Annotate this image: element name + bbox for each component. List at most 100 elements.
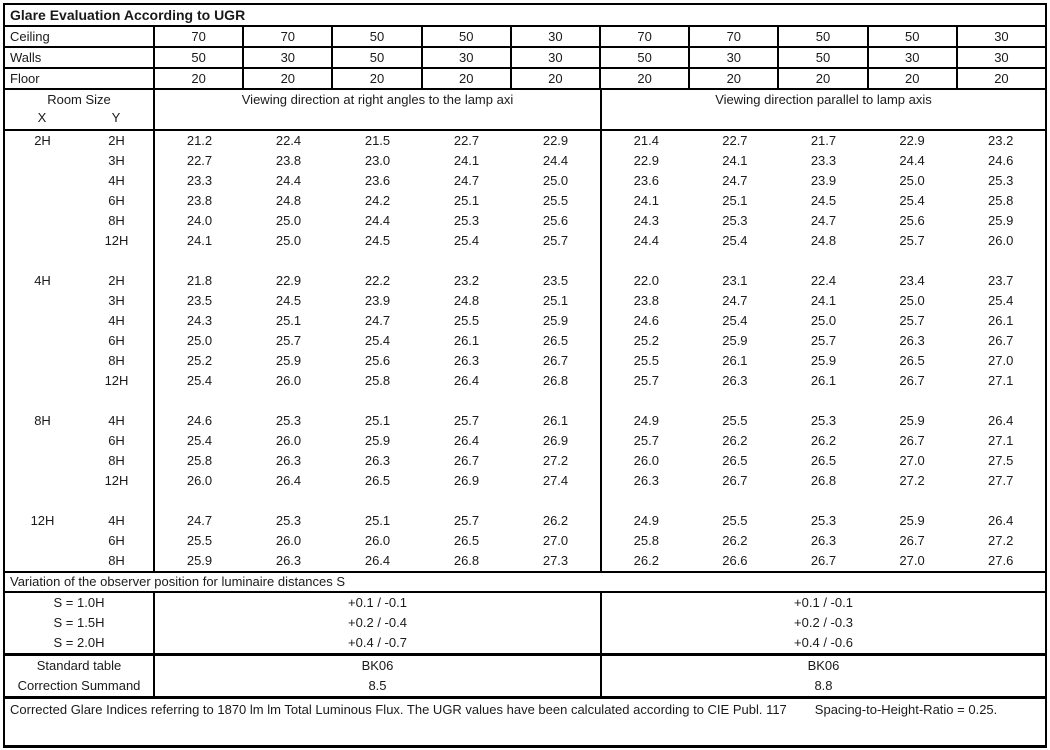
table-title-text: Glare Evaluation According to UGR: [10, 7, 246, 23]
spacer-left: [155, 251, 600, 271]
ugr-value: 23.5: [186, 293, 213, 308]
ugr-values-crosswise: 22.7 23.8 23.0 24.1 24.4: [155, 151, 600, 171]
ugr-value: 25.1: [722, 193, 748, 208]
ugr-value: 25.6: [542, 213, 569, 228]
ugr-value: 25.7: [453, 513, 480, 528]
surface-label: Floor: [5, 69, 155, 88]
ugr-value: 25.0: [542, 173, 569, 188]
surface-value: 50: [601, 48, 691, 67]
ugr-values-crosswise: 26.0 26.4 26.5 26.9 27.4: [155, 471, 600, 491]
variation-row-label: S = 1.5H: [5, 613, 155, 633]
ugr-values-parallel: 24.4 25.4 24.8 25.7 26.0: [600, 231, 1045, 251]
ugr-row: 8H 25.9 26.3 26.4 26.8 27.3 26.2 26.6 26.7 27.0 27…: [5, 551, 1045, 571]
ugr-row: 6H 23.8 24.8 24.2 25.1 25.5 24.1 25.1 24.5 25.4 25…: [5, 191, 1045, 211]
ugr-value: 24.6: [633, 313, 659, 328]
ugr-value: 22.0: [633, 273, 659, 288]
ugr-value: 25.3: [810, 513, 837, 528]
ugr-value: 24.4: [364, 213, 391, 228]
ugr-value: 26.2: [542, 513, 569, 528]
room-size-header: Room Size X Y: [5, 90, 155, 129]
room-y-value: [80, 251, 155, 271]
ugr-value: 23.0: [364, 153, 391, 168]
ugr-value: 25.1: [364, 513, 391, 528]
ugr-values-parallel: 26.0 26.5 26.5 27.0 27.5: [600, 451, 1045, 471]
surface-value: 30: [690, 48, 780, 67]
ugr-value: 25.0: [899, 173, 925, 188]
surface-value: 30: [244, 48, 334, 67]
ugr-value: 23.1: [722, 273, 748, 288]
ugr-value: 25.7: [542, 233, 569, 248]
variation-row-label: S = 1.0H: [5, 593, 155, 613]
ugr-value: 25.4: [186, 373, 213, 388]
y-axis-label: Y: [111, 110, 121, 125]
ugr-value: 25.3: [275, 513, 302, 528]
observer-variation-section: S = 1.0H +0.1 / -0.1 +0.1 / -0.1 S = 1.5H +0…: [5, 593, 1045, 656]
ugr-value: 27.1: [988, 433, 1014, 448]
room-y-value: 6H: [80, 331, 155, 351]
ugr-value: 22.9: [899, 133, 925, 148]
ugr-row: 3H 22.7 23.8 23.0 24.1 24.4 22.9 24.1 23.3 24.4 24…: [5, 151, 1045, 171]
surface-value: 20: [690, 69, 780, 88]
ugr-value: 24.7: [722, 173, 748, 188]
variation-heading: Variation of the observer position for l…: [5, 571, 1045, 593]
ugr-values-crosswise: 21.2 22.4 21.5 22.7 22.9: [155, 131, 600, 151]
ugr-value: 27.0: [988, 353, 1014, 368]
ugr-value: 24.7: [453, 173, 480, 188]
ugr-value: 26.0: [988, 233, 1014, 248]
ugr-value: 22.9: [275, 273, 302, 288]
ugr-value: 23.3: [810, 153, 837, 168]
ugr-value: 26.0: [275, 433, 302, 448]
ugr-row: 6H 25.4 26.0 25.9 26.4 26.9 25.7 26.2 26.2 26.7 27…: [5, 431, 1045, 451]
room-y-value: [80, 391, 155, 411]
ugr-value: 25.1: [453, 193, 480, 208]
ugr-value: 25.3: [810, 413, 837, 428]
ugr-values-crosswise: 25.0 25.7 25.4 26.1 26.5: [155, 331, 600, 351]
room-x-value: 12H: [30, 513, 55, 528]
surface-value: 30: [994, 50, 1009, 65]
ugr-value: 25.6: [364, 353, 391, 368]
spacer-left: [155, 491, 600, 511]
ugr-value: 27.2: [988, 533, 1014, 548]
ugr-value: 26.7: [899, 373, 925, 388]
surface-value: 30: [512, 48, 602, 67]
variation-row-crosswise-value: +0.4 / -0.7: [348, 635, 407, 650]
room-x-value: [5, 351, 80, 371]
room-y-value: 6H: [80, 531, 155, 551]
room-y-value: 3H: [80, 151, 155, 171]
viewing-direction-parallel-header: Viewing direction parallel to lamp axis: [600, 90, 1045, 129]
ugr-value: 26.3: [899, 333, 925, 348]
ugr-value: 24.5: [275, 293, 302, 308]
x-axis-label: X: [37, 110, 47, 125]
ugr-value: 25.5: [186, 533, 213, 548]
ugr-value: 25.7: [633, 373, 659, 388]
room-x-value: [5, 191, 80, 211]
ugr-value: 24.1: [810, 293, 837, 308]
ugr-value: 26.0: [364, 533, 391, 548]
ugr-value: 25.8: [364, 373, 391, 388]
ugr-value: 21.2: [186, 133, 213, 148]
ugr-value: 25.1: [542, 293, 569, 308]
ugr-value: 26.3: [633, 473, 659, 488]
table-title: Glare Evaluation According to UGR: [5, 5, 1045, 27]
ugr-value: 25.4: [899, 193, 925, 208]
ugr-row: 12H 26.0 26.4 26.5 26.9 27.4 26.3 26.7 26.8 27.2 2…: [5, 471, 1045, 491]
ugr-row: 4H 2H 21.8 22.9 22.2 23.2 23.5 22.0 23.1 22.4 23.4…: [5, 271, 1045, 291]
ugr-value: 25.0: [275, 233, 302, 248]
surface-value: 50: [333, 48, 423, 67]
room-y-value: 4H: [80, 411, 155, 431]
surface-value: 50: [869, 27, 958, 46]
surface-value: 30: [512, 27, 602, 46]
ugr-value: 23.3: [186, 173, 213, 188]
room-x-value: [5, 471, 80, 491]
room-x-value: [5, 491, 80, 511]
ugr-value: 25.7: [453, 413, 480, 428]
ugr-value: 25.7: [899, 313, 925, 328]
ugr-values-crosswise: 24.6 25.3 25.1 25.7 26.1: [155, 411, 600, 431]
ugr-value: 25.9: [722, 333, 748, 348]
room-x-value: [5, 211, 80, 231]
ugr-value: 26.3: [275, 553, 302, 568]
ugr-value: 25.1: [364, 413, 391, 428]
ugr-value: 24.1: [186, 233, 213, 248]
ugr-value: 24.8: [275, 193, 302, 208]
variation-row-parallel-value: +0.2 / -0.3: [600, 613, 1045, 633]
